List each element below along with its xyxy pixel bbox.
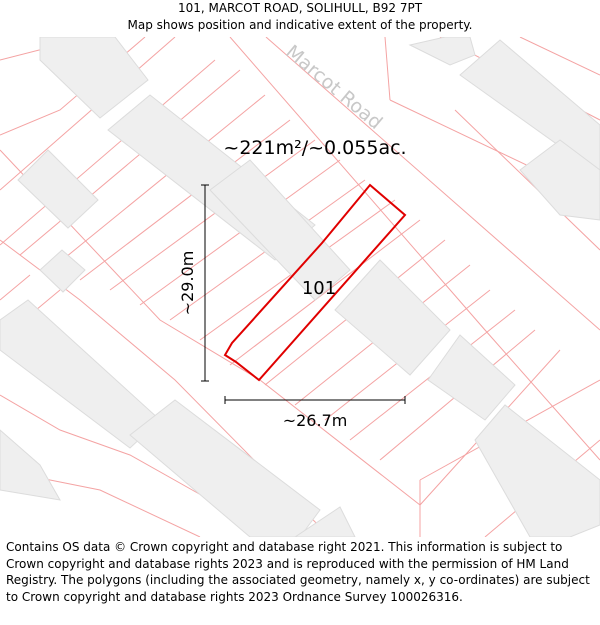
building xyxy=(334,259,451,376)
map-svg: Marcot Road ~221m²/~0.055ac. 101 ~29.0m … xyxy=(0,37,600,537)
building xyxy=(129,399,321,537)
area-label: ~221m²/~0.055ac. xyxy=(223,137,406,159)
building xyxy=(474,404,600,537)
building xyxy=(0,299,161,449)
height-dimension xyxy=(201,184,209,382)
width-dimension-label: ~26.7m xyxy=(283,411,348,430)
building xyxy=(0,429,61,501)
building xyxy=(459,39,600,176)
copyright-notice: Contains OS data © Crown copyright and d… xyxy=(6,540,590,604)
building xyxy=(39,37,149,119)
building xyxy=(408,37,476,66)
property-plot-outline[interactable] xyxy=(223,183,407,382)
map-subtitle: Map shows position and indicative extent… xyxy=(127,18,473,32)
plot-number-label: 101 xyxy=(302,278,336,299)
building xyxy=(519,139,600,221)
building xyxy=(294,506,356,537)
buildings xyxy=(0,37,600,537)
building xyxy=(427,334,516,421)
height-dimension-label: ~29.0m xyxy=(178,251,197,316)
width-dimension xyxy=(224,396,406,404)
property-address: 101, MARCOT ROAD, SOLIHULL, B92 7PT xyxy=(177,1,423,15)
building xyxy=(17,149,99,229)
building xyxy=(209,159,351,301)
map-canvas[interactable]: Marcot Road ~221m²/~0.055ac. 101 ~29.0m … xyxy=(0,37,600,537)
building xyxy=(39,249,86,293)
map-header: 101, MARCOT ROAD, SOLIHULL, B92 7PT Map … xyxy=(0,0,600,36)
